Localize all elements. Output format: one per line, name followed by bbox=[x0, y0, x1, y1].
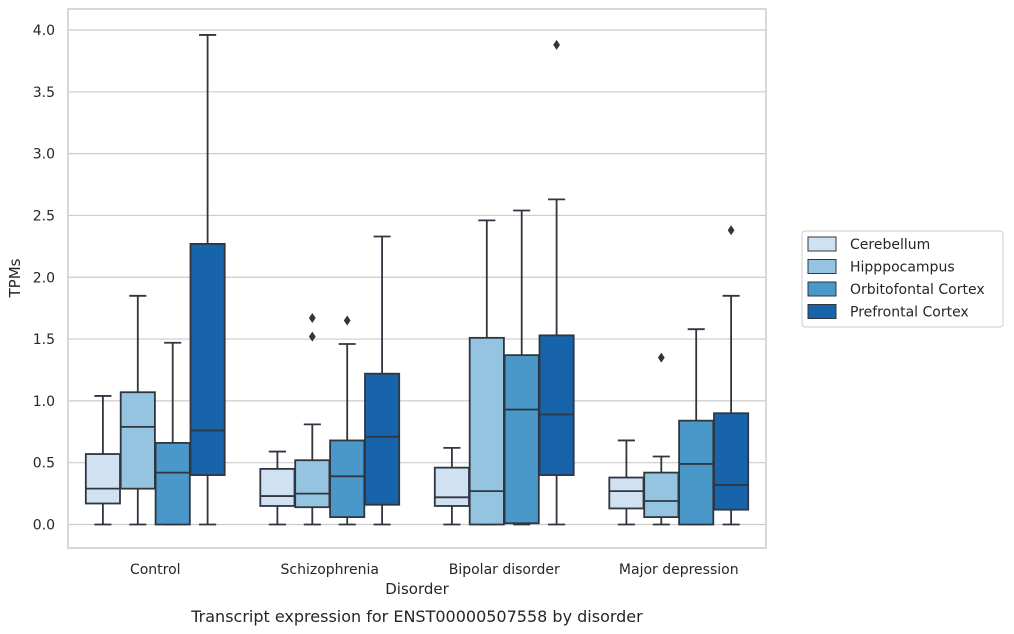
box-body bbox=[608, 476, 645, 510]
legend-label: Cerebellum bbox=[850, 237, 930, 253]
x-tick-label: Bipolar disorder bbox=[449, 562, 560, 578]
outlier-point bbox=[727, 225, 735, 236]
box-body bbox=[433, 466, 470, 507]
x-tick-label: Control bbox=[130, 562, 181, 578]
y-tick-label: 1.5 bbox=[33, 332, 55, 348]
box-orbitofontal-cortex bbox=[503, 209, 540, 526]
box-body bbox=[678, 419, 715, 526]
legend-label: Orbitofontal Cortex bbox=[850, 282, 985, 298]
box-body bbox=[259, 467, 296, 507]
box-body bbox=[538, 334, 575, 476]
box-cerebellum bbox=[84, 395, 121, 526]
outlier-point bbox=[657, 352, 665, 363]
x-axis-title: Disorder bbox=[385, 580, 449, 598]
box-body bbox=[503, 354, 540, 525]
box-prefrontal-cortex bbox=[189, 34, 226, 526]
box-body bbox=[84, 453, 121, 505]
y-tick-label: 2.0 bbox=[33, 270, 55, 286]
legend-label: Hipppocampus bbox=[850, 260, 955, 276]
figure-caption: Transcript expression for ENST0000050755… bbox=[190, 607, 643, 626]
x-tick-labels: Control Schizophrenia Bipolar disorder Majo… bbox=[130, 562, 739, 578]
boxes bbox=[84, 34, 750, 526]
legend-label: Prefrontal Cortex bbox=[850, 305, 969, 321]
box-prefrontal-cortex bbox=[364, 235, 401, 526]
y-tick-label: 0.5 bbox=[33, 456, 55, 472]
legend-item: Cerebellum bbox=[807, 236, 930, 253]
outlier-point bbox=[553, 39, 560, 50]
box-body bbox=[713, 412, 750, 511]
x-tick-label: Schizophrenia bbox=[281, 562, 379, 578]
box-body bbox=[154, 442, 191, 526]
outlier-point bbox=[343, 315, 351, 326]
box-prefrontal-cortex bbox=[538, 39, 575, 526]
box-cerebellum bbox=[608, 439, 645, 526]
outlier-point bbox=[308, 313, 316, 324]
y-tick-labels: 0.0 0.5 1.0 1.5 2.0 2.5 3.0 3.5 4.0 bbox=[33, 23, 55, 533]
box-orbitofontal-cortex bbox=[154, 341, 191, 526]
box-prefrontal-cortex bbox=[713, 225, 750, 526]
x-tick-label: Major depression bbox=[619, 562, 739, 578]
box-body bbox=[329, 439, 366, 518]
legend: Cerebellum Hipppocampus Orbitofontal Corte… bbox=[801, 230, 1004, 328]
box-body bbox=[119, 391, 156, 490]
legend-frame bbox=[801, 230, 1004, 328]
legend-item: Orbitofontal Cortex bbox=[807, 281, 985, 298]
outlier-point bbox=[308, 331, 316, 342]
legend-item: Prefrontal Cortex bbox=[807, 304, 969, 321]
box-body bbox=[189, 242, 226, 476]
legend-swatch bbox=[807, 304, 837, 319]
plot-frame bbox=[67, 8, 767, 549]
legend-swatch bbox=[807, 259, 837, 274]
y-tick-label: 3.0 bbox=[33, 147, 55, 163]
legend-item: Hipppocampus bbox=[807, 259, 955, 276]
box-hipppocampus bbox=[119, 294, 156, 526]
y-tick-label: 3.5 bbox=[33, 85, 55, 101]
box-body bbox=[294, 459, 331, 509]
box-body bbox=[643, 471, 680, 518]
legend-swatch bbox=[807, 236, 837, 252]
box-cerebellum bbox=[433, 446, 470, 526]
y-tick-label: 4.0 bbox=[33, 23, 55, 39]
y-tick-label: 0.0 bbox=[33, 518, 55, 534]
box-body bbox=[364, 372, 401, 506]
y-tick-label: 1.0 bbox=[33, 394, 55, 410]
legend-swatch bbox=[807, 281, 837, 297]
box-hipppocampus bbox=[468, 219, 505, 526]
box-hipppocampus bbox=[643, 352, 680, 526]
box-body bbox=[468, 336, 505, 526]
y-axis-title: TPMs bbox=[6, 258, 24, 298]
box-orbitofontal-cortex bbox=[678, 328, 715, 526]
y-tick-label: 2.5 bbox=[33, 208, 55, 224]
box-orbitofontal-cortex bbox=[329, 315, 366, 526]
box-hipppocampus bbox=[294, 313, 331, 526]
